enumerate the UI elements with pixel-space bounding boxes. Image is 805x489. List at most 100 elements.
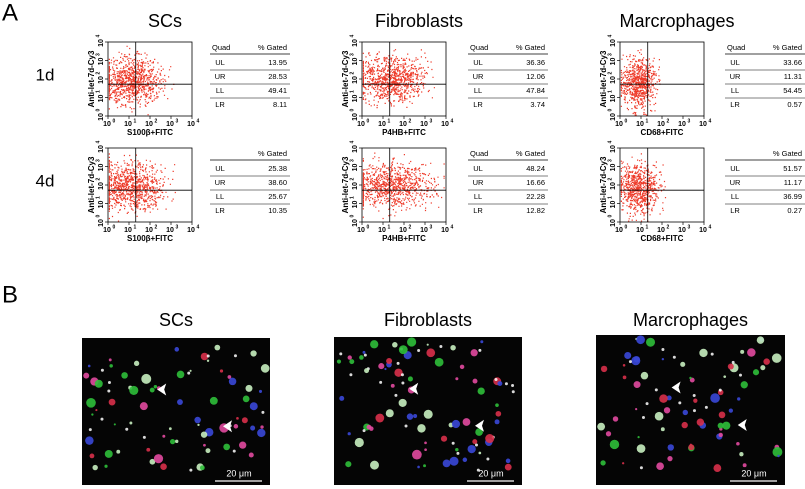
table-header: % Gated — [773, 149, 802, 158]
y-tick-base: 10 — [610, 219, 617, 227]
cell — [199, 465, 205, 471]
x-tick-base: 10 — [187, 121, 195, 128]
cell — [146, 447, 151, 452]
x-tick-base: 10 — [399, 227, 407, 234]
nucleus — [362, 429, 366, 433]
x-tick-base: 10 — [678, 227, 686, 234]
x-tick-base: 10 — [357, 227, 365, 234]
table-quad: LL — [474, 192, 482, 201]
cell — [737, 397, 741, 401]
cell — [659, 394, 668, 403]
cell — [752, 369, 760, 376]
y-tick-exponent: 3 — [349, 159, 355, 162]
table-quad: LL — [731, 86, 739, 95]
cell — [636, 444, 646, 453]
cell — [682, 409, 688, 416]
cell — [200, 431, 208, 438]
y-tick-base: 10 — [610, 58, 617, 66]
y-tick-base: 10 — [352, 164, 359, 172]
y-axis-label: Anti-let-7d-Cy3 — [87, 50, 96, 107]
nucleus — [641, 416, 645, 420]
table-quad: UL — [215, 164, 225, 173]
y-tick: 100 — [607, 215, 617, 227]
cell — [236, 416, 239, 420]
cell — [384, 367, 387, 371]
cell — [424, 441, 427, 445]
x-tick-base: 10 — [420, 121, 428, 128]
y-tick: 104 — [607, 35, 617, 47]
cell — [258, 389, 263, 393]
nucleus — [417, 349, 421, 353]
cell — [637, 435, 640, 439]
cell — [440, 435, 448, 442]
x-tick-exponent: 0 — [367, 118, 370, 124]
y-tick-exponent: 2 — [607, 178, 613, 181]
scale-bar-label: 20 μm — [741, 468, 766, 478]
cell — [462, 418, 471, 426]
plot-frame — [107, 41, 193, 117]
nucleus — [100, 368, 104, 372]
cell — [347, 432, 351, 436]
y-tick-exponent: 2 — [95, 178, 101, 181]
nucleus — [478, 348, 482, 352]
cell — [600, 460, 606, 466]
table-quad: UL — [473, 58, 483, 67]
y-tick: 102 — [349, 178, 359, 190]
cell — [104, 464, 108, 468]
x-tick-base: 10 — [657, 121, 665, 128]
scatter-cloud — [620, 49, 661, 116]
nucleus — [639, 466, 643, 470]
y-tick-base: 10 — [98, 164, 105, 172]
cell — [160, 463, 167, 470]
arrowhead — [671, 381, 681, 394]
cell — [728, 408, 733, 413]
cell — [233, 424, 239, 429]
x-tick-exponent: 2 — [409, 118, 412, 124]
x-tick-base: 10 — [357, 121, 365, 128]
table-value: 25.38 — [268, 164, 287, 173]
scale-bar-label: 20 μm — [226, 468, 251, 478]
x-tick-exponent: 4 — [197, 224, 200, 230]
nucleus — [142, 435, 146, 439]
x-tick-base: 10 — [166, 121, 174, 128]
nucleus — [363, 353, 367, 357]
cell — [717, 422, 724, 429]
y-tick-exponent: 0 — [95, 215, 101, 218]
arrowhead — [409, 382, 419, 395]
table-quad: UR — [473, 178, 484, 187]
y-axis-label-text: Anti-let-7d-Cy3 — [341, 50, 350, 107]
cell — [260, 425, 264, 429]
x-tick-base: 10 — [441, 227, 449, 234]
table-quad: UL — [730, 164, 740, 173]
x-tick-base: 10 — [615, 121, 623, 128]
cell — [227, 375, 232, 379]
x-axis-label: P4HB+FITC — [382, 128, 426, 137]
table-header: Quad — [470, 149, 488, 158]
x-tick-exponent: 3 — [430, 118, 433, 124]
cell — [116, 449, 121, 454]
y-tick-base: 10 — [610, 182, 617, 190]
cell — [407, 376, 413, 382]
x-tick-exponent: 3 — [430, 224, 433, 230]
table-value: 13.95 — [268, 58, 287, 67]
table-value: 38.60 — [268, 178, 287, 187]
cell — [622, 375, 627, 380]
x-tick-base: 10 — [699, 121, 707, 128]
table-value: 25.67 — [268, 192, 287, 201]
table-value: 11.17 — [784, 178, 802, 187]
x-tick-exponent: 3 — [176, 224, 179, 230]
cell — [336, 359, 342, 364]
table-quad: LR — [730, 206, 740, 215]
y-tick: 10 1 — [607, 90, 617, 102]
table-header: % Gated — [258, 43, 287, 52]
cell — [209, 396, 218, 405]
cell — [108, 398, 116, 406]
cell — [423, 409, 433, 419]
cell — [203, 443, 206, 447]
micrograph — [596, 335, 785, 485]
cell — [475, 428, 483, 436]
cell — [722, 421, 731, 430]
table-value: 36.99 — [783, 192, 802, 201]
table-value: 51.57 — [783, 164, 802, 173]
y-tick: 102 — [95, 178, 105, 190]
